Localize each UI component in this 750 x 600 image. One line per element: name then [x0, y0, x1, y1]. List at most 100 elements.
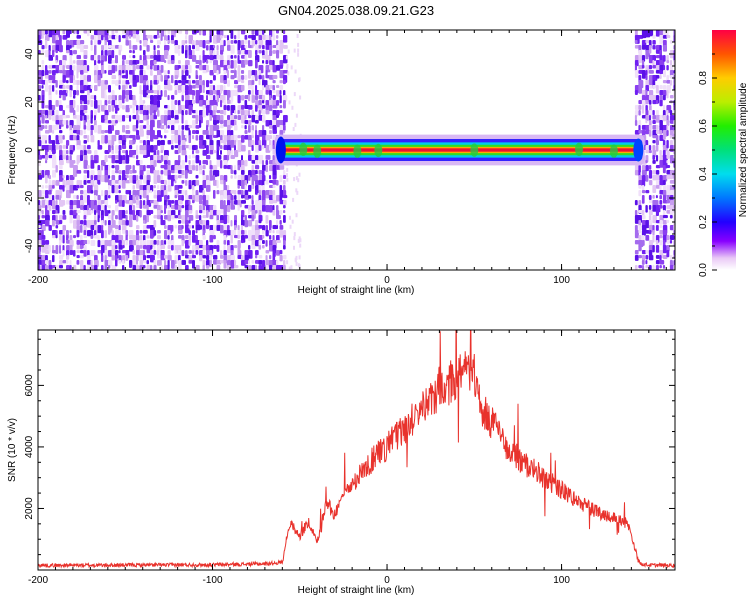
noise-cell — [230, 40, 234, 44]
noise-cell — [97, 140, 100, 146]
noise-cell — [269, 230, 272, 234]
noise-cell — [55, 115, 59, 121]
noise-cell — [97, 30, 102, 36]
noise-cell — [66, 260, 69, 264]
noise-cell — [209, 215, 214, 220]
noise-cell — [645, 165, 649, 172]
noise-cell — [199, 145, 204, 149]
noise-cell — [237, 70, 241, 76]
noise-cell — [185, 265, 189, 270]
noise-cell — [652, 235, 655, 243]
noise-cell — [48, 245, 51, 252]
noise-cell — [220, 220, 224, 224]
noise-cell — [125, 105, 130, 113]
noise-cell — [641, 265, 645, 270]
noise-cell — [83, 230, 87, 236]
noise-cell — [104, 90, 107, 97]
noise-cell — [230, 190, 236, 194]
noise-cell — [241, 115, 246, 124]
noise-cell — [262, 85, 265, 91]
noise-cell — [648, 80, 653, 85]
noise-cell — [283, 210, 286, 214]
noise-cell — [669, 135, 672, 139]
noise-cell — [213, 210, 218, 216]
noise-cell — [669, 235, 675, 240]
noise-cell — [83, 105, 88, 111]
noise-cell — [659, 230, 664, 235]
noise-cell — [153, 170, 157, 176]
noise-cell — [104, 195, 108, 201]
spectrogram-ylabel: Frequency (Hz) — [7, 116, 18, 185]
noise-cell — [115, 160, 119, 164]
noise-cell — [167, 85, 173, 91]
noise-cell — [139, 160, 143, 165]
noise-cell — [83, 55, 88, 59]
noise-cell — [269, 185, 274, 188]
noise-cell — [83, 140, 87, 144]
noise-cell — [283, 265, 286, 270]
noise-cell — [97, 240, 101, 248]
noise-cell — [59, 130, 63, 134]
noise-cell — [283, 100, 286, 109]
noise-cell — [76, 220, 81, 226]
noise-cell — [202, 265, 205, 270]
noise-cell — [66, 150, 69, 155]
noise-cell — [255, 205, 260, 211]
noise-cell — [258, 265, 263, 270]
noise-cell — [122, 200, 125, 207]
noise-cell — [122, 230, 126, 234]
noise-cell — [150, 190, 153, 194]
noise-cell — [237, 30, 240, 39]
noise-cell — [164, 155, 169, 161]
noise-cell — [108, 55, 112, 64]
noise-cell — [276, 35, 279, 39]
noise-cell — [174, 65, 180, 71]
noise-cell — [132, 185, 135, 190]
noise-cell — [41, 50, 45, 54]
noise-cell — [132, 65, 136, 71]
noise-cell — [276, 260, 279, 266]
noise-cell — [645, 230, 650, 234]
noise-cell — [157, 195, 162, 202]
noise-cell — [80, 205, 84, 210]
noise-cell — [645, 120, 648, 124]
noise-cell — [272, 45, 277, 48]
noise-cell — [122, 115, 126, 122]
noise-cell — [83, 110, 88, 114]
noise-cell — [251, 195, 254, 202]
noise-cell — [276, 250, 280, 256]
noise-cell — [132, 105, 135, 114]
noise-cell — [662, 85, 667, 90]
noise-cell — [199, 210, 203, 214]
noise-cell — [146, 130, 151, 136]
noise-cell — [248, 230, 252, 236]
noise-cell — [648, 70, 654, 74]
noise-cell — [48, 140, 53, 144]
noise-cell — [122, 85, 126, 92]
noise-cell — [213, 150, 217, 154]
noise-cell — [66, 200, 70, 205]
y-tick-label: 4000 — [24, 435, 35, 458]
noise-cell — [181, 240, 184, 247]
signal-blob — [609, 144, 618, 158]
noise-cell — [262, 225, 266, 231]
noise-cell — [139, 55, 142, 62]
noise-cell — [279, 90, 282, 95]
noise-cell — [669, 60, 673, 67]
noise-cell — [223, 190, 227, 199]
noise-cell — [38, 150, 41, 157]
noise-cell — [45, 215, 50, 221]
noise-cell — [97, 125, 102, 134]
noise-cell — [648, 145, 652, 151]
noise-cell — [258, 130, 263, 137]
noise-cell — [185, 100, 190, 109]
noise-cell — [45, 210, 50, 216]
noise-cell — [223, 235, 227, 242]
noise-cell — [97, 195, 101, 201]
noise-cell — [111, 255, 115, 261]
noise-cell — [283, 240, 286, 246]
noise-cell — [174, 30, 178, 34]
noise-cell — [216, 180, 219, 189]
noise-cell — [136, 65, 140, 70]
noise-cell — [279, 255, 283, 262]
